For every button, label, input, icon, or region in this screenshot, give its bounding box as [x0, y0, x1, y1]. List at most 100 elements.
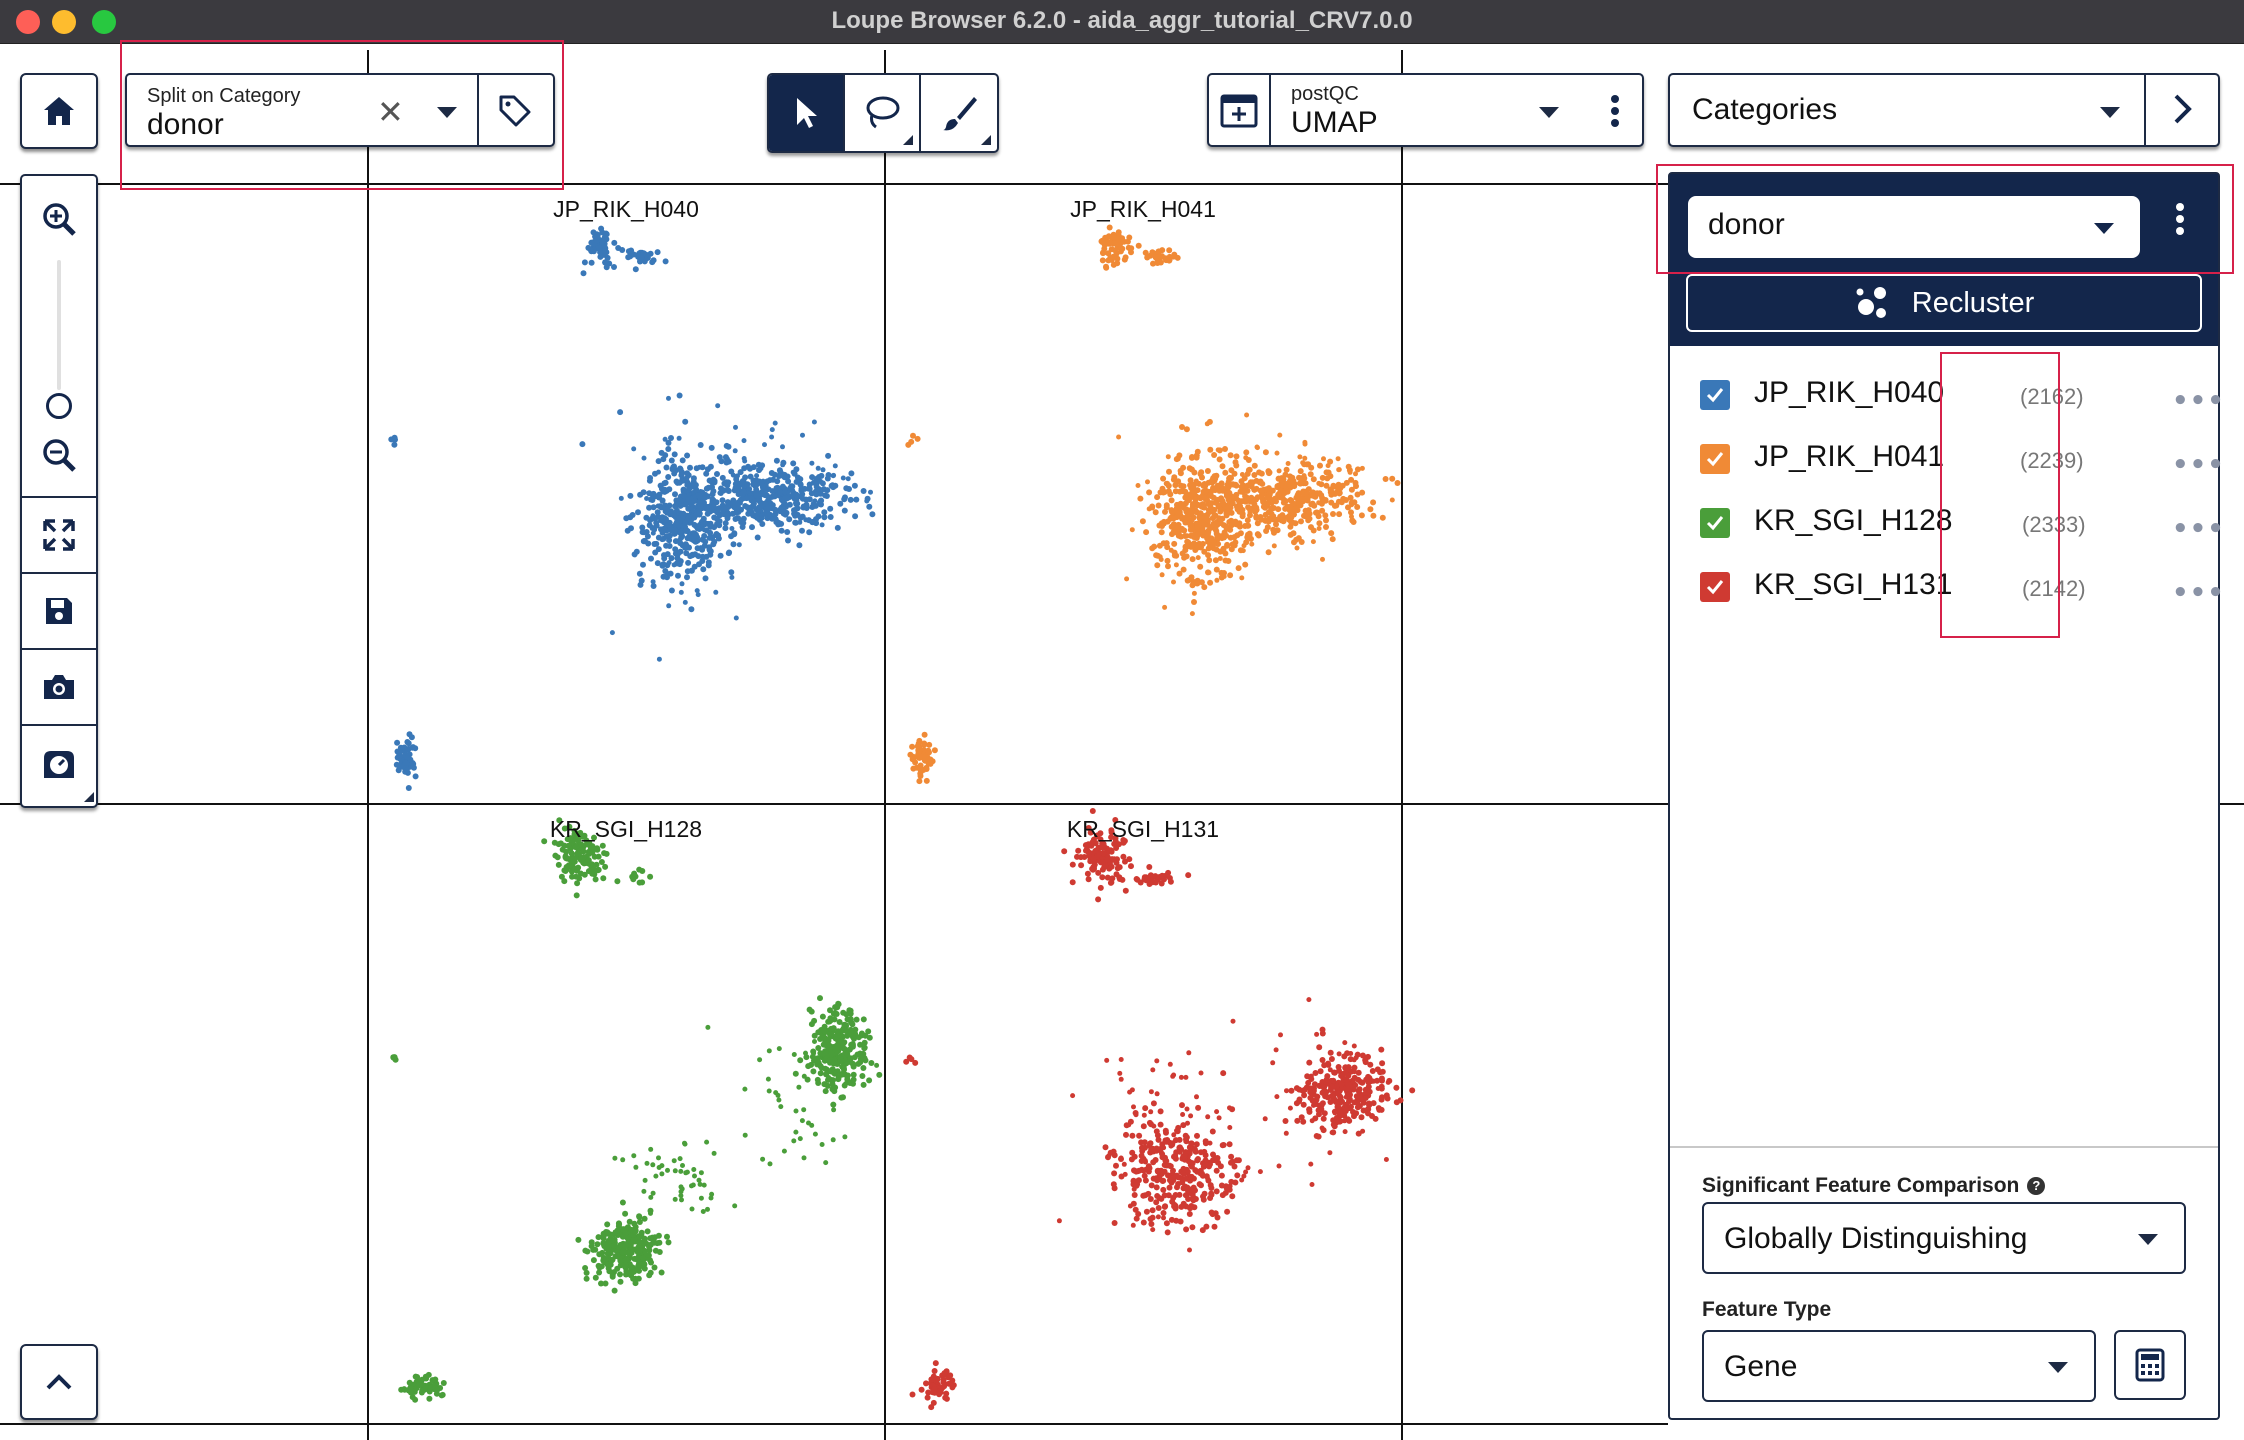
divider	[22, 648, 96, 650]
category-more-button[interactable]: •••	[2172, 514, 2225, 544]
divider	[22, 724, 96, 726]
recluster-label: Recluster	[1911, 286, 2035, 319]
significant-feature-dropdown[interactable]: Globally Distinguishing	[1702, 1202, 2186, 1274]
chevron-down-icon[interactable]	[2048, 1362, 2068, 1373]
chevron-down-icon[interactable]	[2100, 107, 2120, 118]
scatter-panel	[388, 225, 876, 791]
zoom-in-button[interactable]	[22, 192, 96, 246]
scroll-up-button[interactable]	[20, 1344, 98, 1420]
title-bar: Loupe Browser 6.2.0 - aida_aggr_tutorial…	[0, 0, 2244, 44]
chevron-down-icon[interactable]	[2094, 223, 2114, 234]
grid-line	[367, 50, 369, 1440]
feature-type-label: Feature Type	[1702, 1298, 1832, 1321]
split-on-category-dropdown[interactable]: Split on Category donor ✕	[125, 73, 555, 147]
scatter-panel	[390, 817, 883, 1403]
category-count: (2162)	[2020, 384, 2084, 409]
divider	[477, 75, 479, 145]
home-button[interactable]	[20, 73, 98, 149]
checkmark-icon	[1706, 452, 1724, 467]
lasso-icon	[866, 96, 900, 129]
collapse-panel-button[interactable]	[2164, 91, 2200, 131]
zoom-slider-handle[interactable]	[46, 393, 72, 419]
chevron-down-icon[interactable]	[437, 107, 457, 118]
scatter-panel	[905, 224, 1401, 785]
more-vertical-icon	[2176, 203, 2184, 235]
pointer-tool-button[interactable]	[769, 75, 845, 151]
categories-label: Categories	[1692, 93, 1838, 126]
projection-button[interactable]	[1209, 75, 1271, 145]
recluster-icon	[1856, 287, 1886, 318]
projection-more-button[interactable]	[1609, 93, 1621, 133]
category-select-value: donor	[1708, 208, 1785, 241]
fit-to-view-icon	[43, 519, 75, 551]
save-button[interactable]	[22, 574, 96, 648]
brush-icon	[943, 97, 977, 131]
pointer-icon	[797, 98, 817, 128]
screenshot-button[interactable]	[22, 650, 96, 724]
projection-value: UMAP	[1291, 106, 1378, 139]
grid-line	[0, 183, 1668, 185]
recluster-button[interactable]: Recluster	[1686, 274, 2202, 332]
significant-feature-value: Globally Distinguishing	[1724, 1222, 2028, 1255]
more-vertical-icon	[1611, 95, 1619, 127]
window-close-button[interactable]	[16, 10, 40, 34]
zoom-toolbar	[20, 174, 98, 808]
window-minimize-button[interactable]	[52, 10, 76, 34]
timer-button[interactable]	[22, 726, 96, 804]
category-more-button[interactable]: •••	[2172, 450, 2225, 480]
plot-title: KR_SGI_H128	[549, 816, 703, 842]
tool-options-corner	[981, 135, 991, 145]
calculator-button[interactable]	[2114, 1330, 2186, 1400]
chevron-up-icon	[46, 1374, 72, 1390]
significant-feature-label: Significant Feature Comparison?	[1702, 1174, 2046, 1198]
tag-button[interactable]	[497, 93, 533, 133]
category-label: JP_RIK_H041	[1754, 440, 1945, 473]
help-icon[interactable]: ?	[2027, 1177, 2046, 1195]
zoom-out-button[interactable]	[22, 428, 96, 482]
lasso-tool-button[interactable]	[845, 75, 921, 151]
feature-type-dropdown[interactable]: Gene	[1702, 1330, 2096, 1402]
grid-line	[0, 1423, 1668, 1425]
category-checkbox[interactable]	[1700, 444, 1730, 474]
fit-to-view-button[interactable]	[22, 498, 96, 572]
significant-feature-label-text: Significant Feature Comparison	[1702, 1174, 2020, 1197]
clear-split-button[interactable]: ✕	[377, 93, 404, 131]
divider	[2144, 75, 2146, 145]
chevron-right-icon	[2174, 94, 2192, 124]
category-count: (2333)	[2022, 512, 2086, 537]
projection-dropdown[interactable]: postQC UMAP	[1207, 73, 1644, 147]
grid-line	[1401, 50, 1403, 1440]
split-value: donor	[147, 108, 224, 141]
category-item[interactable]: JP_RIK_H041 (2239) •••	[1700, 438, 2224, 480]
projection-label: postQC	[1291, 83, 1359, 105]
grid-line	[0, 803, 2244, 805]
checkmark-icon	[1706, 516, 1724, 531]
category-more-button[interactable]: •••	[2172, 386, 2225, 416]
category-select[interactable]: donor	[1688, 196, 2140, 258]
plot-title: KR_SGI_H131	[1066, 816, 1220, 842]
selection-tools	[767, 73, 999, 153]
umap-plot-area[interactable]	[0, 0, 1668, 1440]
calculator-icon	[2135, 1348, 2165, 1382]
tool-options-corner	[84, 792, 94, 802]
checkmark-icon	[1706, 388, 1724, 403]
category-checkbox[interactable]	[1700, 572, 1730, 602]
category-item[interactable]: KR_SGI_H131 (2142) •••	[1700, 566, 2224, 608]
plot-title: JP_RIK_H041	[1070, 196, 1216, 222]
categories-dropdown[interactable]: Categories	[1668, 73, 2220, 147]
chevron-down-icon[interactable]	[2138, 1234, 2158, 1245]
category-item[interactable]: KR_SGI_H128 (2333) •••	[1700, 502, 2224, 544]
category-label: KR_SGI_H128	[1754, 504, 1953, 537]
window-title: Loupe Browser 6.2.0 - aida_aggr_tutorial…	[831, 7, 1413, 34]
brush-tool-button[interactable]	[921, 75, 997, 151]
zoom-slider-track[interactable]	[57, 260, 61, 390]
chevron-down-icon[interactable]	[1539, 107, 1559, 118]
category-more-button[interactable]: •••	[2172, 578, 2225, 608]
window-maximize-button[interactable]	[92, 10, 116, 34]
checkmark-icon	[1706, 580, 1724, 595]
category-label: JP_RIK_H040	[1754, 376, 1945, 409]
category-checkbox[interactable]	[1700, 380, 1730, 410]
category-more-button[interactable]	[2174, 202, 2186, 242]
category-item[interactable]: JP_RIK_H040 (2162) •••	[1700, 374, 2224, 416]
category-checkbox[interactable]	[1700, 508, 1730, 538]
